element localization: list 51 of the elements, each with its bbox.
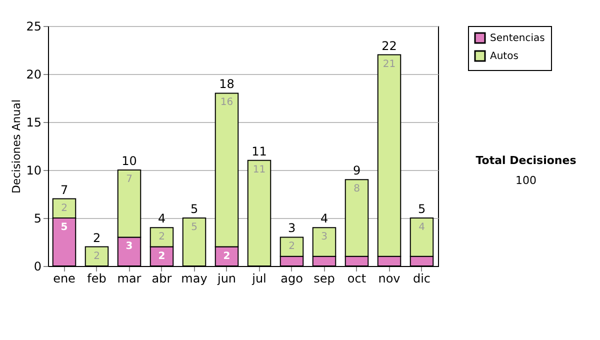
y-tick-label: 0 xyxy=(34,260,42,274)
total-label: 9 xyxy=(352,164,361,178)
x-tick-label: feb xyxy=(87,272,106,286)
total-label: 5 xyxy=(418,202,426,216)
data-label: 2 xyxy=(94,250,100,262)
data-label: 7 xyxy=(126,174,132,185)
x-tick-label: jun xyxy=(216,272,236,286)
x-tick-label: ago xyxy=(280,272,303,286)
x-tick-label: may xyxy=(181,272,208,286)
data-label: 21 xyxy=(382,58,396,70)
text: Total Decisiones xyxy=(476,154,577,167)
legend-label: Sentencias xyxy=(490,33,545,44)
x-tick-label: ene xyxy=(53,272,76,286)
y-tick-label: 20 xyxy=(26,68,42,82)
data-label: 8 xyxy=(354,184,360,195)
y-tick-label: 5 xyxy=(34,212,42,226)
data-label: 5 xyxy=(60,222,68,233)
x-tick-label: nov xyxy=(378,272,400,286)
x-tick-label: sep xyxy=(314,272,335,286)
data-label: 5 xyxy=(191,222,198,233)
data-label: 16 xyxy=(220,97,234,108)
x-tick-label: dic xyxy=(412,272,431,286)
total-label: 2 xyxy=(92,230,101,245)
data-label: 2 xyxy=(288,241,295,252)
y-tick-label: 25 xyxy=(26,20,42,34)
text: 100 xyxy=(516,174,536,187)
data-label: 2 xyxy=(158,250,166,262)
y-tick-label: 15 xyxy=(26,116,42,130)
data-label: 2 xyxy=(61,202,68,214)
total-label: 7 xyxy=(60,182,68,197)
data-label: 2 xyxy=(158,232,165,243)
x-tick-label: mar xyxy=(117,272,142,286)
total-label: 4 xyxy=(320,212,328,226)
legend-label: Autos xyxy=(490,51,518,62)
x-tick-label: abr xyxy=(152,272,172,286)
y-axis-title: Decisiones Anual xyxy=(10,99,24,194)
total-label: 11 xyxy=(252,144,267,158)
total-label: 4 xyxy=(158,212,166,226)
data-label: 2 xyxy=(223,250,230,262)
total-label: 5 xyxy=(190,202,198,216)
total-label: 22 xyxy=(382,38,397,53)
y-tick-label: 10 xyxy=(26,164,42,178)
data-label: 3 xyxy=(321,232,328,243)
total-label: 10 xyxy=(122,154,137,168)
total-label: 18 xyxy=(219,77,234,92)
data-label: 3 xyxy=(126,241,133,252)
data-label: 11 xyxy=(252,164,266,176)
x-tick-label: jul xyxy=(251,272,266,286)
total-label: 3 xyxy=(288,221,296,236)
x-tick-label: oct xyxy=(347,272,366,286)
data-label: 4 xyxy=(418,222,425,233)
